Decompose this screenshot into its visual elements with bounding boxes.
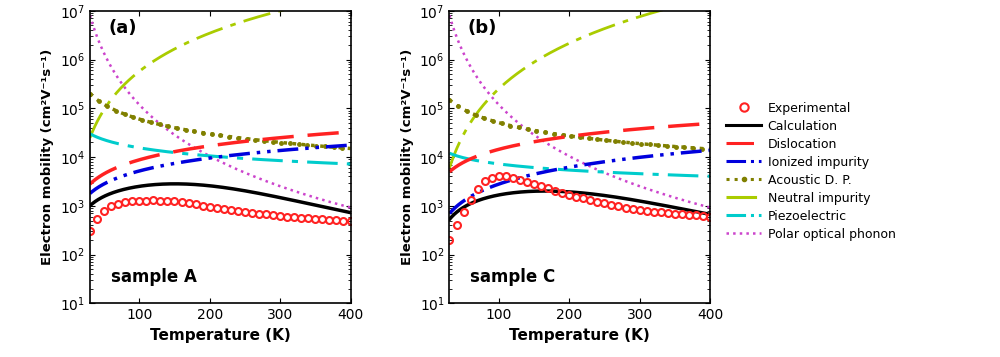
Text: sample C: sample C: [470, 268, 556, 286]
Text: sample A: sample A: [111, 268, 197, 286]
X-axis label: Temperature (K): Temperature (K): [150, 328, 291, 343]
Legend: Experimental, Calculation, Dislocation, Ionized impurity, Acoustic D. P., Neutra: Experimental, Calculation, Dislocation, …: [721, 97, 900, 246]
Text: (a): (a): [108, 20, 137, 37]
Text: (b): (b): [468, 20, 497, 37]
X-axis label: Temperature (K): Temperature (K): [509, 328, 650, 343]
Y-axis label: Electron mobility (cm²V⁻¹s⁻¹): Electron mobility (cm²V⁻¹s⁻¹): [401, 49, 414, 265]
Y-axis label: Electron mobility (cm²V⁻¹s⁻¹): Electron mobility (cm²V⁻¹s⁻¹): [41, 49, 54, 265]
